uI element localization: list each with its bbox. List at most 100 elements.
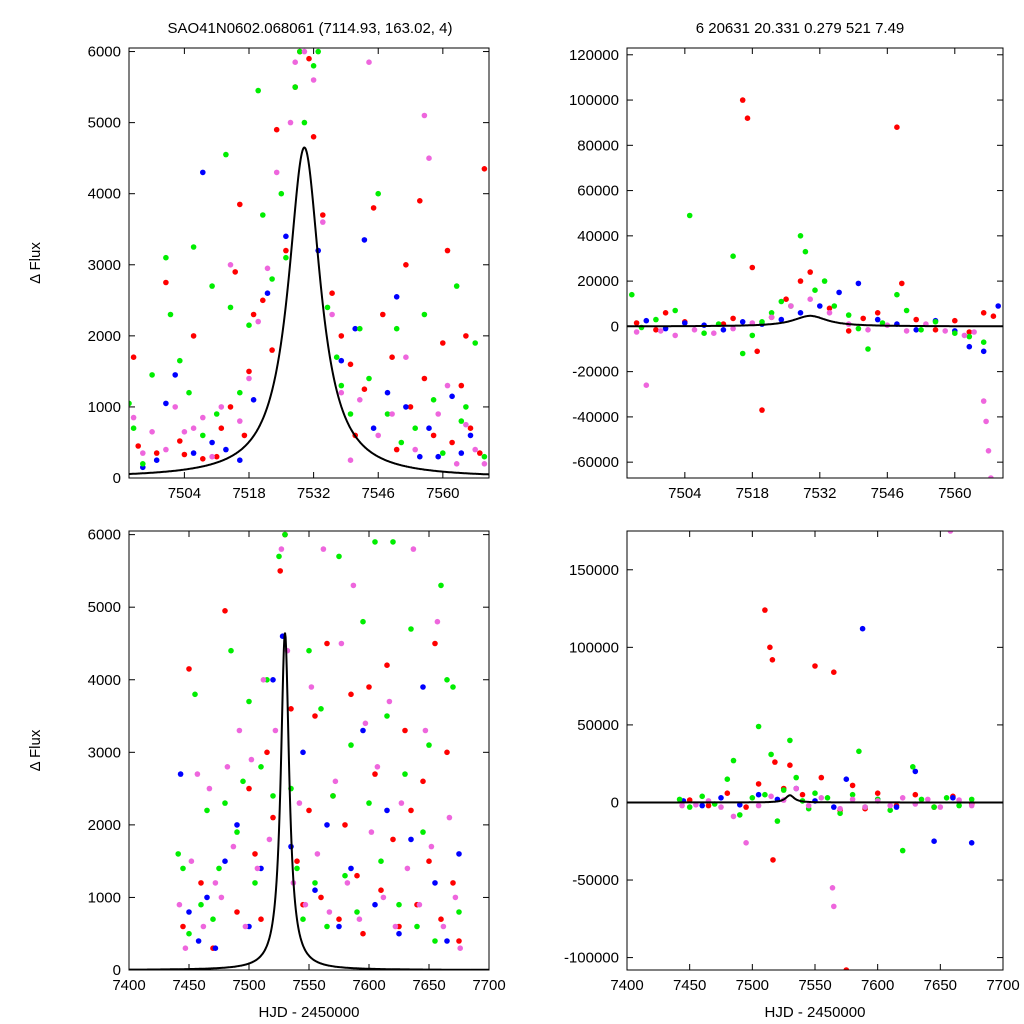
data-point-s0-22 (306, 55, 312, 62)
data-point-s2-32 (375, 190, 382, 197)
data-point-s1-25 (456, 851, 462, 857)
data-point-s1-2 (718, 795, 724, 801)
data-point-s0-7 (252, 851, 258, 857)
data-point-s2-28 (338, 382, 345, 389)
data-point-s2-19 (278, 190, 285, 197)
panel-top-left: 7504 7518 7532 7546 7560 0 1000 2000 3000 4000 500… (27, 44, 490, 502)
data-point-s1-7 (223, 446, 229, 453)
data-point-s2-0 (175, 851, 181, 857)
data-point-s1-14 (352, 325, 359, 332)
data-point-s1-8 (237, 457, 243, 464)
data-point-s0-12 (237, 201, 243, 208)
data-point-s3-23 (988, 475, 994, 478)
data-point-s2-3 (192, 691, 198, 698)
data-point-s2-46 (450, 684, 456, 690)
data-point-s2-5 (730, 757, 737, 764)
data-point-s1-21 (408, 836, 414, 843)
figure-title-left: SAO41N0602.068061 (7114.93, 163.02, 4) (168, 20, 453, 37)
data-point-s2-18 (824, 795, 831, 801)
data-point-s1-11 (855, 280, 862, 287)
data-point-s2-29 (348, 742, 354, 748)
data-point-s2-2 (186, 930, 192, 937)
data-point-s3-29 (350, 582, 357, 589)
data-point-s0-10 (227, 404, 234, 410)
data-point-s3-7 (218, 894, 225, 901)
data-point-s3-1 (140, 450, 146, 456)
data-point-s2-6 (737, 812, 743, 818)
data-point-s1-14 (931, 838, 937, 844)
data-point-s0-44 (467, 425, 474, 432)
data-point-s3-4 (200, 923, 207, 930)
data-point-s0-25 (329, 290, 335, 297)
data-point-s2-47 (456, 909, 462, 915)
data-point-s2-5 (204, 807, 210, 814)
data-point-s2-11 (240, 778, 246, 785)
data-point-s3-8 (224, 764, 231, 770)
data-point-s3-13 (831, 903, 837, 910)
data-point-s0-29 (384, 662, 390, 668)
data-point-s3-24 (357, 397, 363, 403)
data-point-s2-26 (324, 304, 331, 311)
data-point-s3-17 (292, 59, 299, 65)
data-point-s3-10 (227, 262, 234, 268)
data-point-s3-18 (301, 48, 308, 55)
data-point-s2-2 (140, 461, 146, 467)
data-point-s3-0 (633, 329, 640, 335)
data-point-s2-18 (269, 276, 275, 282)
data-point-s2-30 (357, 325, 363, 332)
data-point-s3-9 (793, 785, 799, 792)
x-tick-label: 7700 (986, 977, 1019, 994)
data-point-s2-19 (837, 810, 843, 817)
data-point-s2-30 (956, 802, 962, 809)
data-point-s3-9 (788, 303, 794, 309)
x-tick-label: 7560 (426, 485, 459, 502)
data-point-s0-38 (430, 432, 437, 439)
data-point-s2-16 (255, 87, 261, 94)
data-point-s3-37 (398, 800, 405, 806)
data-point-s2-3 (672, 307, 678, 314)
points-layer (175, 531, 464, 951)
y-tick-label: 0 (611, 794, 619, 811)
data-point-s3-25 (326, 909, 333, 915)
data-point-s2-41 (458, 418, 465, 424)
data-point-s0-5 (181, 451, 188, 458)
x-axis-label: HJD - 2450000 (259, 1004, 360, 1021)
data-point-s1-12 (300, 749, 306, 756)
data-point-s3-31 (426, 155, 432, 161)
data-point-s1-25 (467, 432, 474, 439)
data-point-s1-15 (950, 795, 956, 801)
data-point-s3-18 (887, 802, 893, 809)
data-point-s3-44 (440, 923, 447, 930)
data-point-s2-27 (333, 354, 340, 361)
y-tick-label: 100000 (569, 92, 619, 109)
data-point-s2-6 (210, 916, 216, 922)
data-point-s0-13 (288, 706, 294, 712)
data-point-s1-18 (393, 294, 400, 300)
x-tick-label: 7500 (232, 977, 265, 994)
data-point-s1-4 (755, 791, 762, 798)
data-point-s3-6 (730, 325, 736, 332)
data-point-s2-27 (952, 330, 958, 337)
data-point-s0-14 (294, 858, 300, 864)
data-point-s0-6 (730, 315, 736, 322)
data-point-s2-39 (440, 450, 446, 456)
data-point-s2-22 (306, 647, 312, 654)
y-tick-label: 3000 (88, 744, 121, 761)
data-point-s0-31 (380, 311, 386, 318)
data-point-s3-18 (961, 332, 968, 339)
data-point-s1-10 (264, 290, 271, 297)
y-tick-label: 3000 (88, 257, 121, 274)
data-point-s1-23 (449, 393, 455, 400)
data-point-s1-14 (324, 822, 330, 828)
data-point-s1-9 (270, 677, 276, 683)
x-tick-label: 7600 (861, 977, 894, 994)
data-point-s1-5 (739, 319, 746, 325)
data-point-s3-34 (380, 894, 387, 901)
data-point-s2-24 (310, 63, 317, 69)
data-point-s3-32 (435, 411, 442, 417)
data-point-s2-43 (432, 938, 438, 944)
data-point-s0-41 (456, 938, 462, 944)
data-point-s0-8 (772, 759, 778, 765)
data-point-s3-1 (182, 945, 189, 951)
data-point-s2-7 (186, 389, 192, 396)
